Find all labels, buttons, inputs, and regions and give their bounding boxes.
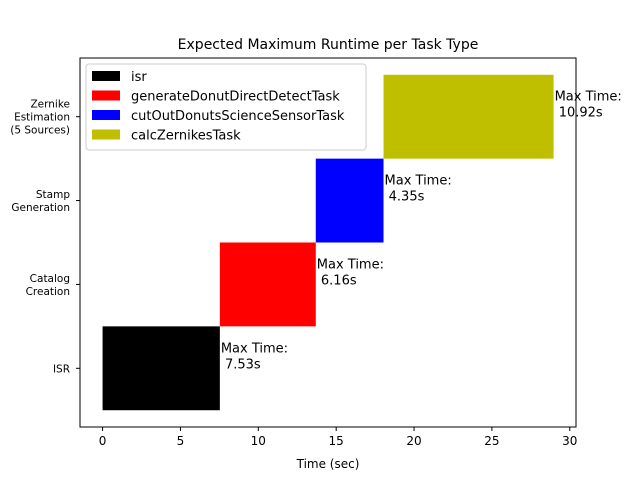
- legend-label-calcZernikesTask: calcZernikesTask: [131, 129, 241, 144]
- plot-frame: [79, 57, 577, 428]
- bar-label-isr: Max Time: 7.53s: [221, 341, 288, 372]
- x-tick-label: 30: [562, 434, 577, 448]
- bar-isr: [102, 326, 220, 411]
- x-tick-label: 10: [251, 434, 266, 448]
- legend-swatch-generateDonutDirectDetectTask: [92, 90, 120, 101]
- bar-label-cutOutDonutsScienceSensorTask: Max Time: 4.35s: [385, 174, 452, 205]
- legend-swatch-cutOutDonutsScienceSensorTask: [92, 110, 120, 120]
- x-tick-label: 0: [99, 434, 107, 448]
- y-category-label-line: ISR: [53, 363, 70, 375]
- x-axis-label: Time (sec): [296, 457, 360, 471]
- bar-label-line: 7.53s: [221, 357, 261, 372]
- bar-label-line: Max Time:: [221, 341, 288, 356]
- legend-label-generateDonutDirectDetectTask: generateDonutDirectDetectTask: [131, 90, 340, 105]
- bar-cutOutDonutsScienceSensorTask: [315, 158, 384, 243]
- legend-box: [85, 63, 367, 151]
- legend-swatch-calcZernikesTask: [92, 129, 120, 140]
- bar-label-calcZernikesTask: Max Time: 10.92s: [555, 90, 622, 121]
- y-category-label: Zernike Estimation (5 Sources): [10, 99, 70, 137]
- legend-label-isr: isr: [131, 70, 147, 85]
- bar-label-line: 4.35s: [385, 190, 425, 205]
- y-category-label-line: Creation: [26, 286, 70, 298]
- y-category-label: Catalog Creation: [26, 273, 70, 298]
- legend-label-cutOutDonutsScienceSensorTask: cutOutDonutsScienceSensorTask: [131, 109, 345, 124]
- y-category-label-line: Zernike: [30, 99, 70, 111]
- x-tick-label: 15: [329, 434, 344, 448]
- bar-calcZernikesTask: [383, 74, 554, 159]
- bar-label-generateDonutDirectDetectTask: Max Time: 6.16s: [317, 257, 384, 288]
- bar-label-line: 6.16s: [317, 273, 357, 288]
- chart-title: Expected Maximum Runtime per Task Type: [178, 37, 479, 53]
- bar-label-line: 10.92s: [555, 106, 603, 121]
- y-category-label-line: Catalog: [30, 273, 70, 285]
- bar-label-line: Max Time:: [385, 174, 452, 189]
- y-category-label-line: (5 Sources): [10, 125, 70, 137]
- y-category-label-line: Generation: [11, 202, 70, 214]
- y-category-label-line: Stamp: [36, 189, 70, 201]
- bar-label-line: Max Time:: [555, 90, 622, 105]
- legend-swatch-isr: [92, 71, 120, 81]
- x-tick-label: 5: [177, 434, 185, 448]
- bar-label-line: Max Time:: [317, 257, 384, 272]
- y-category-label: Stamp Generation: [11, 189, 70, 214]
- y-category-label: ISR: [53, 363, 70, 375]
- bar-generateDonutDirectDetectTask: [219, 242, 316, 327]
- x-tick-label: 20: [406, 434, 421, 448]
- y-category-label-line: Estimation: [14, 112, 70, 124]
- x-tick-label: 25: [484, 434, 499, 448]
